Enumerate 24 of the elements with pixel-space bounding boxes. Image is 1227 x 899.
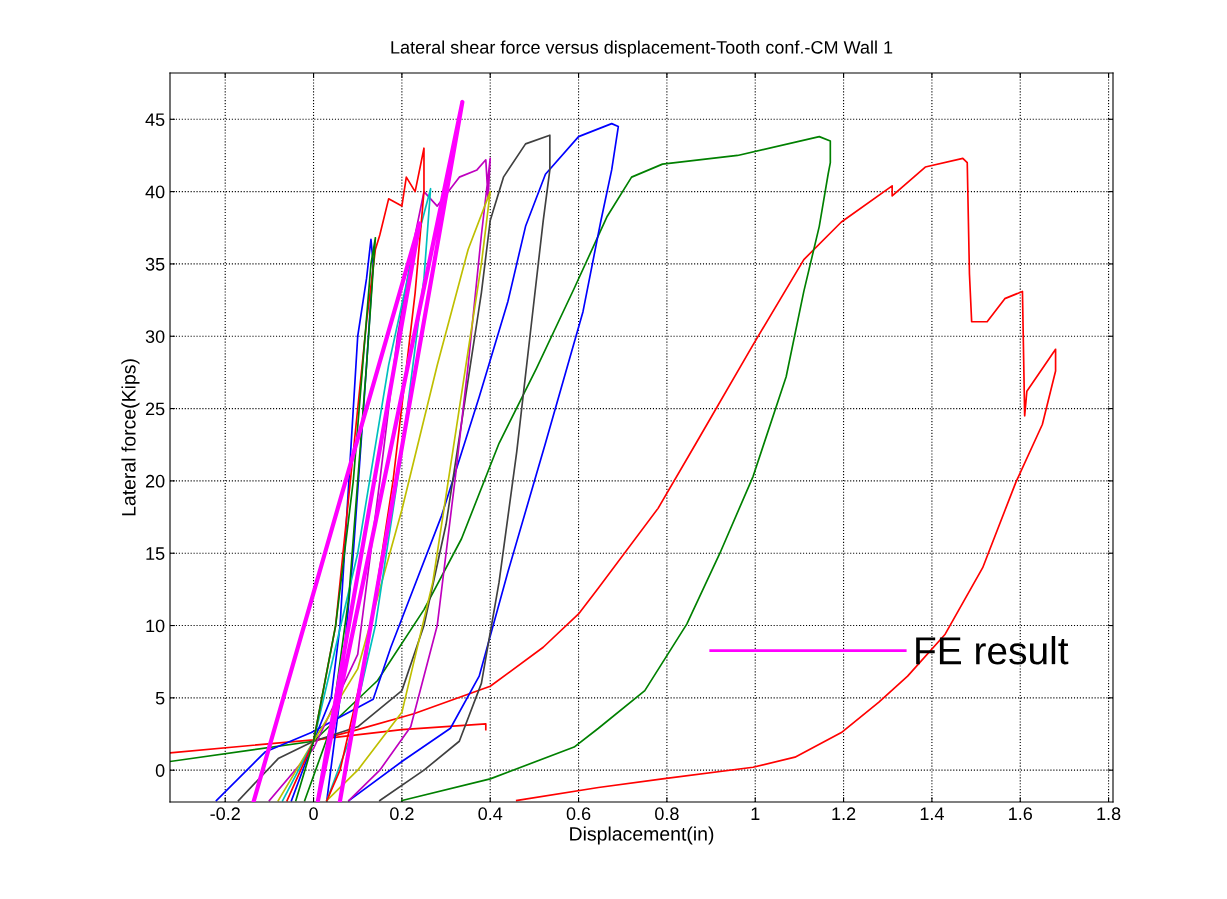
y-axis-title: Lateral force(Kips) (121, 359, 140, 516)
x-tick-label: 1.6 (1009, 807, 1032, 821)
x-tick-label: 0.6 (566, 807, 591, 821)
x-tick-label: 0.8 (655, 807, 679, 821)
x-tick-label: 1.8 (1097, 807, 1121, 821)
y-tick-label: 30 (145, 330, 165, 343)
x-tick-label: 1 (751, 807, 760, 820)
y-tick-label: 0 (155, 764, 165, 777)
chart-title: Lateral shear force versus displacement-Tooth conf.-CM Wall 1 (391, 40, 893, 58)
x-tick-label: 0.2 (390, 807, 414, 821)
y-tick-label: 25 (145, 402, 165, 416)
x-tick-label: 1.4 (920, 807, 944, 820)
y-tick-label: 45 (145, 113, 165, 127)
y-tick-label: 10 (146, 619, 165, 633)
x-tick-label: 0.4 (478, 807, 503, 821)
x-axis-title: Displacement(in) (570, 826, 714, 845)
y-tick-label: 20 (145, 474, 165, 488)
y-tick-label: 5 (155, 691, 165, 705)
y-tick-label: 15 (146, 547, 165, 560)
x-tick-label: -0.2 (210, 807, 240, 821)
x-tick-label: 1.2 (832, 807, 856, 820)
y-tick-label: 35 (145, 257, 165, 271)
y-tick-label: 40 (145, 185, 165, 199)
x-tick-label: 0 (309, 807, 318, 821)
